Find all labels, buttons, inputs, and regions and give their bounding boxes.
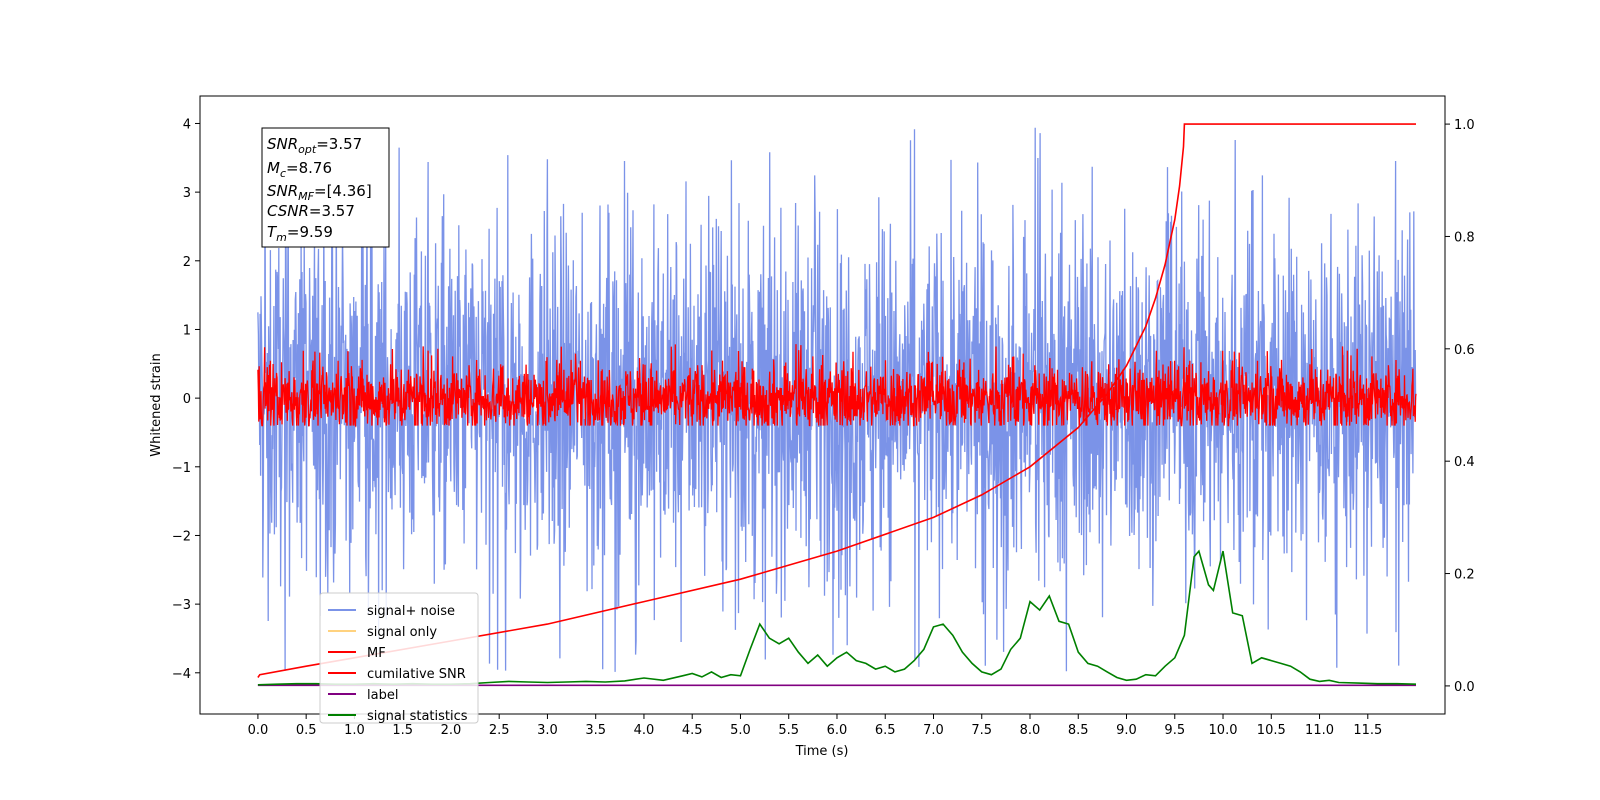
y-axis-label: Whitened strain bbox=[149, 353, 164, 456]
legend-frame bbox=[319, 592, 479, 724]
info-csnr-base: CSNR bbox=[267, 202, 309, 220]
info-tm: Tm=9.59 bbox=[267, 223, 333, 244]
x-tick-label: 5.5 bbox=[778, 723, 799, 738]
legend-label: cumilative SNR bbox=[367, 667, 466, 682]
x-tick-label: 3.0 bbox=[537, 723, 558, 738]
y2-tick-label: 0.6 bbox=[1454, 343, 1475, 358]
x-tick-label: 7.0 bbox=[923, 723, 944, 738]
info-tm-value: =9.59 bbox=[287, 223, 333, 241]
series-line-signal-statistics bbox=[257, 549, 1417, 686]
info-csnr: CSNR=3.57 bbox=[267, 202, 355, 220]
x-tick-label: 5.0 bbox=[730, 723, 751, 738]
y-tick-label: −2 bbox=[172, 529, 191, 544]
info-snr-opt-sub: opt bbox=[298, 143, 317, 156]
legend-label: signal only bbox=[367, 625, 437, 640]
legend: signal+ noise signal only MF cumilative SNR… bbox=[319, 592, 479, 724]
x-tick-label: 9.5 bbox=[1164, 723, 1185, 738]
y-axis-left: 4 3 2 1 0 −1 −2 −3 −4 bbox=[172, 117, 200, 682]
x-tick-label: 11.5 bbox=[1353, 723, 1382, 738]
x-tick-label: 8.5 bbox=[1068, 723, 1089, 738]
info-box: SNRopt=3.57 Mc=8.76 SNRMF=[4.36] CSNR=3.… bbox=[261, 127, 390, 248]
y-axis-right: 1.0 0.8 0.6 0.4 0.2 0.0 bbox=[1445, 118, 1475, 695]
x-tick-label: 4.5 bbox=[682, 723, 703, 738]
y2-tick-label: 0.0 bbox=[1454, 680, 1475, 695]
x-tick-label: 6.0 bbox=[827, 723, 848, 738]
info-snr-mf-value: =[4.36] bbox=[314, 182, 372, 200]
info-mc-value: =8.76 bbox=[286, 159, 332, 177]
x-tick-label: 9.0 bbox=[1116, 723, 1137, 738]
y-tick-label: 0 bbox=[183, 392, 191, 407]
legend-label: signal+ noise bbox=[367, 604, 455, 619]
x-tick-label: 10.0 bbox=[1209, 723, 1238, 738]
info-mc: Mc=8.76 bbox=[267, 159, 332, 180]
info-tm-sub: m bbox=[276, 231, 287, 244]
y2-tick-label: 0.4 bbox=[1454, 455, 1475, 470]
x-tick-label: 2.0 bbox=[441, 723, 462, 738]
legend-label: label bbox=[367, 688, 398, 703]
y-tick-label: −4 bbox=[172, 667, 191, 682]
x-tick-label: 0.0 bbox=[248, 723, 269, 738]
y-tick-label: 2 bbox=[183, 255, 191, 270]
info-snr-opt-base: SNR bbox=[267, 135, 298, 153]
y2-tick-label: 1.0 bbox=[1454, 118, 1475, 133]
x-tick-label: 8.0 bbox=[1020, 723, 1041, 738]
x-tick-label: 6.5 bbox=[875, 723, 896, 738]
info-snr-opt-value: =3.57 bbox=[316, 135, 362, 153]
x-tick-label: 1.5 bbox=[392, 723, 413, 738]
info-tm-base: T bbox=[267, 223, 278, 241]
info-mc-base: M bbox=[267, 159, 280, 177]
y-tick-label: 1 bbox=[183, 323, 191, 338]
y2-tick-label: 0.8 bbox=[1454, 230, 1475, 245]
x-tick-label: 2.5 bbox=[489, 723, 510, 738]
info-snr-opt: SNRopt=3.57 bbox=[267, 135, 362, 156]
y-tick-label: 4 bbox=[183, 117, 191, 132]
y-tick-label: 3 bbox=[183, 186, 191, 201]
info-box-frame bbox=[261, 127, 390, 248]
info-csnr-value: =3.57 bbox=[309, 202, 355, 220]
x-tick-label: 7.5 bbox=[971, 723, 992, 738]
x-axis: 0.0 0.5 1.0 1.5 2.0 2.5 3.0 3.5 4.0 4.5 5.0 5.5 6.0 6… bbox=[248, 714, 1382, 738]
x-tick-label: 1.0 bbox=[344, 723, 365, 738]
x-tick-label: 4.0 bbox=[634, 723, 655, 738]
y-tick-label: −3 bbox=[172, 598, 191, 613]
x-tick-label: 11.0 bbox=[1305, 723, 1334, 738]
series-line-mf bbox=[257, 344, 1417, 428]
x-tick-label: 3.5 bbox=[585, 723, 606, 738]
info-snr-mf: SNRMF=[4.36] bbox=[267, 182, 372, 203]
legend-label: MF bbox=[367, 646, 386, 661]
info-snr-mf-base: SNR bbox=[267, 182, 298, 200]
legend-label: signal statistics bbox=[367, 709, 468, 724]
x-axis-label: Time (s) bbox=[795, 744, 849, 759]
info-snr-mf-sub: MF bbox=[298, 190, 314, 203]
info-mc-sub: c bbox=[280, 167, 286, 180]
y-tick-label: −1 bbox=[172, 461, 191, 476]
plot-frame bbox=[199, 95, 1446, 715]
x-tick-label: 10.5 bbox=[1257, 723, 1286, 738]
y2-tick-label: 0.2 bbox=[1454, 568, 1475, 583]
x-tick-label: 0.5 bbox=[296, 723, 317, 738]
